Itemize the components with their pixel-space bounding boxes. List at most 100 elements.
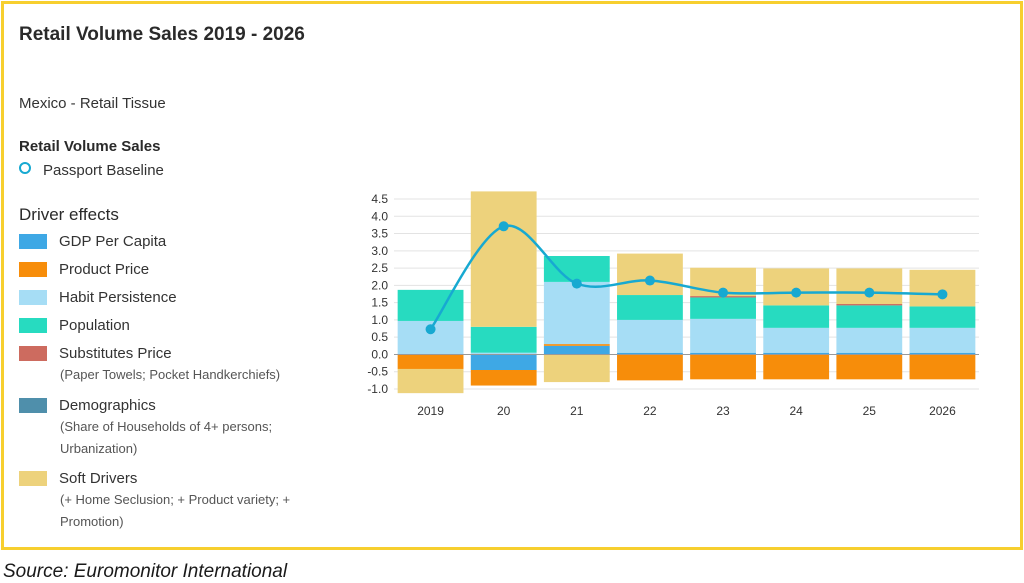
habit-swatch: [19, 289, 47, 305]
bar-segment-price[interactable]: [617, 354, 683, 381]
legend-item-demographics[interactable]: Demographics (Share of Households of 4+ …: [19, 394, 349, 460]
bar-segment-price[interactable]: [763, 354, 830, 380]
legend-label: Demographics: [59, 396, 156, 414]
baseline-label: Passport Baseline: [43, 162, 164, 179]
y-tick-label: 2.5: [371, 261, 388, 275]
bar-segment-soft[interactable]: [397, 368, 464, 394]
bar-segment-gdp[interactable]: [836, 352, 903, 355]
bar-segment-population[interactable]: [543, 256, 610, 282]
legend-note: (+ Home Seclusion; + Product variety; + …: [60, 492, 291, 529]
bar-segment-price[interactable]: [909, 354, 976, 380]
bar-segment-price[interactable]: [836, 354, 903, 380]
y-tick-label: 4.0: [371, 209, 388, 223]
bar-segment-population[interactable]: [470, 326, 537, 353]
soft-swatch: [19, 470, 47, 486]
bar-segment-gdp[interactable]: [763, 352, 830, 355]
y-tick-label: 3.0: [371, 244, 388, 258]
chart-frame: Retail Volume Sales 2019 - 2026 Mexico -…: [1, 1, 1023, 550]
driver-effects-heading: Driver effects: [19, 205, 119, 224]
legend-note: (Paper Towels; Pocket Handkerchiefs): [60, 367, 281, 382]
chart-title: Retail Volume Sales 2019 - 2026: [19, 24, 305, 45]
x-tick-label: 23: [716, 404, 730, 418]
legend-item-substitutes[interactable]: Substitutes Price (Paper Towels; Pocket …: [19, 342, 349, 386]
retail-volume-heading: Retail Volume Sales: [19, 138, 161, 155]
baseline-point[interactable]: [718, 287, 729, 298]
y-tick-label: 1.0: [371, 313, 388, 327]
bar-segment-soft[interactable]: [470, 191, 537, 327]
legend-label: Soft Drivers: [59, 469, 138, 487]
baseline-point[interactable]: [498, 221, 509, 232]
legend-label: Product Price: [59, 260, 150, 278]
bar-segment-gdp[interactable]: [543, 345, 610, 355]
legend-label: Substitutes Price: [59, 344, 172, 362]
bar-segment-price[interactable]: [543, 344, 610, 346]
bar-segment-habit[interactable]: [836, 327, 903, 353]
x-tick-label: 25: [863, 404, 877, 418]
y-tick-label: 2.0: [371, 278, 388, 292]
legend-label: GDP Per Capita: [59, 232, 167, 250]
legend-item-price[interactable]: Product Price: [19, 258, 349, 280]
bar-segment-soft[interactable]: [836, 268, 903, 305]
legend-item-gdp[interactable]: GDP Per Capita: [19, 230, 349, 252]
baseline-point[interactable]: [791, 287, 802, 298]
legend-label: Population: [59, 316, 130, 334]
stacked-bar-chart: 4.5 4.0 3.5 3.0 2.5 2.0 1.5 1.0 0.5 0.0 -0.5 -1.0 20…: [367, 191, 979, 418]
bar-segment-population[interactable]: [397, 289, 464, 321]
bar-segment-price[interactable]: [397, 354, 464, 369]
x-tick-label: 24: [790, 404, 804, 418]
bar-segment-habit[interactable]: [690, 318, 756, 353]
bar-segment-soft[interactable]: [763, 268, 830, 306]
bar-segment-habit[interactable]: [470, 352, 537, 355]
y-tick-label: 1.5: [371, 296, 388, 310]
demographics-swatch: [19, 397, 47, 413]
x-tick-label: 2026: [929, 404, 956, 418]
bar-segment-soft[interactable]: [617, 253, 683, 296]
legend-item-habit[interactable]: Habit Persistence: [19, 286, 349, 308]
bar-segment-price[interactable]: [470, 370, 537, 386]
x-tick-label: 20: [497, 404, 511, 418]
bar-segment-habit[interactable]: [617, 319, 683, 353]
y-tick-label: 0.5: [371, 330, 388, 344]
legend-item-population[interactable]: Population: [19, 314, 349, 336]
x-tick-label: 21: [570, 404, 584, 418]
bar-segment-population[interactable]: [763, 305, 830, 328]
gdp-swatch: [19, 233, 47, 249]
y-tick-label: -1.0: [367, 382, 388, 396]
baseline-point[interactable]: [644, 275, 655, 286]
bar-segment-population[interactable]: [909, 306, 976, 328]
x-tick-label: 22: [643, 404, 657, 418]
bar-segment-price[interactable]: [690, 354, 756, 380]
bar-segment-gdp[interactable]: [617, 352, 683, 355]
bar-segment-population[interactable]: [617, 295, 683, 320]
bar-segment-substitutes[interactable]: [836, 304, 903, 306]
bar-segment-gdp[interactable]: [470, 354, 537, 370]
chart-subtitle: Mexico - Retail Tissue: [19, 95, 166, 112]
baseline-point[interactable]: [571, 278, 582, 289]
baseline-marker-icon: [19, 161, 31, 174]
bar-segment-soft[interactable]: [543, 354, 610, 383]
baseline-point[interactable]: [937, 289, 948, 300]
bar-segment-habit[interactable]: [909, 327, 976, 353]
bar-segment-habit[interactable]: [763, 327, 830, 353]
y-tick-label: 3.5: [371, 227, 388, 241]
y-tick-label: 4.5: [371, 192, 388, 206]
x-tick-label: 2019: [417, 404, 444, 418]
price-swatch: [19, 261, 47, 277]
baseline-point[interactable]: [864, 287, 875, 298]
y-tick-label: -0.5: [367, 365, 388, 379]
bar-segment-soft[interactable]: [909, 269, 976, 307]
baseline-legend-item[interactable]: Passport Baseline: [19, 161, 164, 179]
bar-segment-population[interactable]: [836, 305, 903, 328]
bar-segment-habit[interactable]: [543, 281, 610, 345]
bar-segment-population[interactable]: [690, 297, 756, 319]
y-tick-label: 0.0: [371, 347, 388, 361]
baseline-point[interactable]: [425, 324, 436, 335]
substitutes-swatch: [19, 345, 47, 361]
legend-item-soft[interactable]: Soft Drivers (+ Home Seclusion; + Produc…: [19, 467, 349, 533]
bar-segment-gdp[interactable]: [690, 352, 756, 355]
population-swatch: [19, 317, 47, 333]
source-note: Source: Euromonitor International: [3, 561, 288, 582]
legend-note: (Share of Households of 4+ persons; Urba…: [60, 419, 273, 456]
bar-segment-gdp[interactable]: [909, 352, 976, 355]
legend-label: Habit Persistence: [59, 288, 177, 306]
